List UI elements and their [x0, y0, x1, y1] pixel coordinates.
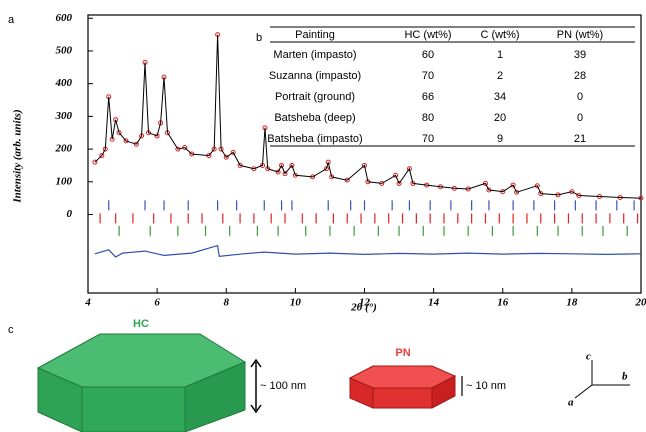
table-cell: 34 — [494, 91, 506, 103]
observed-point — [133, 141, 139, 147]
panel-label: a — [8, 14, 15, 26]
y-tick-label: 600 — [56, 12, 73, 24]
y-tick-label: 400 — [55, 77, 73, 89]
axis-a: a — [568, 397, 574, 409]
x-axis-label: 2θ (°) — [350, 302, 377, 314]
observed-point — [289, 162, 295, 168]
observed-point — [279, 162, 285, 168]
table-cell: 39 — [574, 49, 586, 61]
y-tick-label: 0 — [67, 208, 73, 220]
hc-crystal — [36, 333, 247, 432]
hc-size: ~ 100 nm — [260, 380, 306, 392]
observed-point — [534, 183, 540, 189]
table-cell: 28 — [574, 70, 586, 82]
table-header: PN (wt%) — [557, 29, 603, 41]
observed-point — [275, 169, 281, 175]
table-header: HC (wt%) — [404, 29, 451, 41]
table-cell: 2 — [497, 70, 503, 82]
y-tick-label: 500 — [56, 45, 73, 57]
panel-label: c — [8, 324, 14, 336]
x-tick-label: 8 — [224, 297, 230, 309]
table-bg — [270, 22, 635, 150]
pn-size: ~ 10 nm — [466, 380, 506, 392]
table-cell: Suzanna (impasto) — [269, 70, 361, 82]
observed-point — [123, 138, 129, 144]
observed-point — [99, 153, 105, 159]
hc-label: HC — [133, 318, 149, 330]
table-cell: Marten (impasto) — [273, 49, 356, 61]
x-tick-label: 10 — [290, 297, 302, 309]
difference-line — [94, 244, 642, 258]
pn-crystal — [348, 365, 457, 409]
y-tick-label: 200 — [55, 143, 73, 155]
table-cell: 1 — [497, 49, 503, 61]
y-tick-label: 100 — [56, 175, 73, 187]
y-axis-label: Intensity (arb. units) — [12, 109, 24, 203]
observed-point — [230, 149, 236, 155]
observed-point — [116, 130, 122, 136]
observed-point — [514, 189, 520, 195]
observed-point — [396, 180, 402, 186]
observed-point — [393, 172, 399, 178]
table-cell: 0 — [577, 91, 583, 103]
x-tick-label: 14 — [428, 297, 440, 309]
size-arrow-heads — [250, 358, 262, 414]
x-tick-label: 20 — [635, 297, 646, 309]
observed-point — [282, 171, 288, 177]
observed-point — [92, 159, 98, 165]
table-cell: 70 — [422, 133, 434, 145]
observed-point — [510, 182, 516, 188]
table-cell: 21 — [574, 133, 586, 145]
table-cell: Batsheba (impasto) — [267, 133, 362, 145]
table-cell: Batsheba (deep) — [274, 112, 355, 124]
observed-point — [482, 180, 488, 186]
x-tick-label: 12 — [359, 297, 371, 309]
table-cell: 0 — [577, 112, 583, 124]
x-tick-label: 4 — [84, 297, 91, 309]
axes-glyph — [574, 360, 630, 399]
calculated-line — [94, 34, 642, 199]
table-header: C (wt%) — [480, 29, 519, 41]
pn-label: PN — [395, 347, 410, 359]
observed-point — [223, 154, 229, 160]
axis-b: b — [622, 371, 628, 383]
x-tick-label: 6 — [154, 297, 160, 309]
table-header: Painting — [295, 29, 335, 41]
axis-c: c — [586, 351, 591, 363]
table-cell: 9 — [497, 133, 503, 145]
table-cell: 66 — [422, 91, 434, 103]
table-cell: 60 — [422, 49, 434, 61]
table-cell: Portrait (ground) — [275, 91, 355, 103]
x-tick-label: 18 — [566, 297, 578, 309]
table-cell: 70 — [422, 70, 434, 82]
table-cell: 80 — [422, 112, 434, 124]
observed-point — [323, 166, 329, 172]
y-tick-label: 300 — [55, 110, 73, 122]
table-cell: 20 — [494, 112, 506, 124]
x-tick-label: 16 — [497, 297, 509, 309]
panel-label: b — [256, 32, 262, 44]
